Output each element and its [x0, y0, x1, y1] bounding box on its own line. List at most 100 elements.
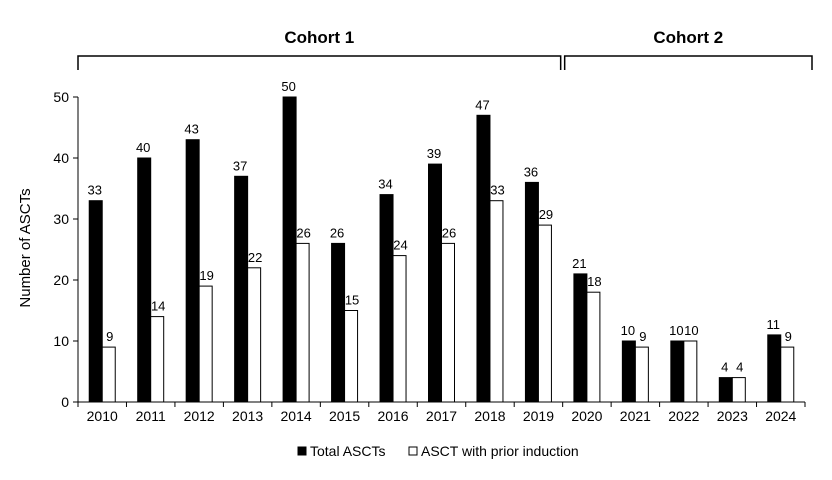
x-tick-label: 2020 [571, 408, 602, 424]
x-tick-label: 2013 [232, 408, 263, 424]
data-label-total-ascts: 10 [621, 323, 635, 338]
legend-label: Total ASCTs [310, 443, 385, 459]
x-tick-label: 2021 [620, 408, 651, 424]
bar-group-2018: 47 33 [475, 97, 505, 403]
x-tick-label: 2018 [474, 408, 505, 424]
bar-total-ascts [331, 242, 346, 403]
data-label-asct-prior-induction: 9 [106, 329, 113, 344]
data-label-total-ascts: 39 [427, 146, 441, 161]
x-tick-label: 2014 [281, 408, 312, 424]
bar-total-ascts [379, 194, 394, 403]
y-tick-label: 50 [53, 89, 69, 105]
bar-group-2021: 10 9 [621, 323, 649, 403]
bar-total-ascts [524, 181, 539, 403]
bar-asct-prior-induction [780, 346, 795, 403]
x-tick-label: 2015 [329, 408, 360, 424]
data-label-total-ascts: 10 [669, 323, 683, 338]
bar-total-ascts [767, 334, 782, 403]
bar-total-ascts [88, 200, 103, 403]
bar-group-2014: 50 26 [281, 79, 311, 403]
bar-group-2011: 40 14 [136, 140, 165, 403]
bar-asct-prior-induction [489, 200, 504, 403]
bracket-line [77, 55, 562, 70]
y-tick-label: 30 [53, 211, 69, 227]
y-tick-label: 20 [53, 272, 69, 288]
cohort-bracket-1: Cohort 1 [77, 28, 562, 70]
data-label-asct-prior-induction: 15 [345, 293, 359, 308]
bar-group-2024: 11 9 [767, 317, 795, 403]
bar-asct-prior-induction [683, 340, 698, 403]
bar-asct-prior-induction [586, 291, 601, 403]
x-tick-label: 2017 [426, 408, 457, 424]
data-label-total-ascts: 36 [524, 164, 538, 179]
legend-swatch [408, 446, 418, 456]
bracket-line [563, 55, 813, 70]
y-tick-label: 40 [53, 150, 69, 166]
x-tick-label: 2010 [87, 408, 118, 424]
data-label-asct-prior-induction: 9 [785, 329, 792, 344]
bar-group-2022: 10 10 [669, 323, 699, 403]
cohort-label: Cohort 2 [653, 28, 723, 47]
bar-total-ascts [718, 377, 733, 403]
data-label-total-ascts: 40 [136, 140, 150, 155]
data-label-total-ascts: 50 [281, 79, 295, 94]
bar-asct-prior-induction [392, 255, 407, 403]
bar-total-ascts [621, 340, 636, 403]
y-axis-label: Number of ASCTs [17, 188, 34, 307]
bar-group-2017: 39 26 [427, 146, 456, 403]
bar-asct-prior-induction [344, 310, 359, 403]
legend: Total ASCTs ASCT with prior induction [297, 443, 579, 459]
x-tick-label: 2022 [668, 408, 699, 424]
data-label-total-ascts: 4 [721, 360, 728, 375]
bar-asct-prior-induction [441, 242, 455, 403]
cohort-brackets: Cohort 1 Cohort 2 [77, 28, 813, 70]
bar-group-2013: 37 22 [233, 158, 262, 403]
bar-asct-prior-induction [150, 316, 165, 403]
bar-asct-prior-induction [634, 346, 649, 403]
bar-asct-prior-induction [198, 285, 213, 403]
data-label-asct-prior-induction: 26 [296, 225, 310, 240]
bar-total-ascts [234, 175, 249, 403]
bars-group: 33 9 40 14 43 19 37 22 50 26 26 15 34 24 39 26 47 33 36 29 2… [87, 79, 795, 403]
y-tick-label: 0 [61, 394, 69, 410]
data-label-asct-prior-induction: 18 [587, 274, 601, 289]
legend-label: ASCT with prior induction [421, 443, 579, 459]
legend-item-total-ascts: Total ASCTs [297, 443, 385, 459]
data-label-asct-prior-induction: 29 [539, 207, 553, 222]
data-label-asct-prior-induction: 14 [151, 299, 165, 314]
y-tick-label: 10 [53, 333, 69, 349]
bar-asct-prior-induction [731, 377, 746, 403]
bar-asct-prior-induction [537, 224, 552, 403]
bar-total-ascts [282, 96, 297, 403]
data-label-asct-prior-induction: 19 [199, 268, 213, 283]
data-label-total-ascts: 47 [475, 97, 489, 112]
bar-asct-prior-induction [295, 242, 310, 403]
data-label-asct-prior-induction: 22 [248, 250, 262, 265]
bar-total-ascts [185, 139, 200, 403]
data-label-total-ascts: 11 [767, 317, 781, 332]
bar-asct-prior-induction [101, 346, 116, 403]
bar-total-ascts [573, 273, 588, 403]
bar-total-ascts [670, 340, 685, 403]
cohort-bracket-2: Cohort 2 [563, 28, 813, 70]
bar-total-ascts [137, 157, 152, 403]
data-label-asct-prior-induction: 24 [393, 238, 407, 253]
data-label-asct-prior-induction: 26 [442, 225, 456, 240]
data-label-asct-prior-induction: 10 [684, 323, 698, 338]
bar-group-2012: 43 19 [184, 122, 214, 403]
legend-item-asct-prior-induction: ASCT with prior induction [408, 443, 579, 459]
y-axis: 0 10 20 30 40 50 [53, 89, 79, 410]
bar-asct-prior-induction [247, 267, 262, 403]
bar-group-2016: 34 24 [378, 177, 408, 403]
x-tick-label: 2012 [184, 408, 215, 424]
data-label-asct-prior-induction: 9 [639, 329, 646, 344]
bar-group-2019: 36 29 [524, 164, 553, 403]
bar-group-2015: 26 15 [330, 225, 359, 403]
x-tick-label: 2023 [717, 408, 748, 424]
x-axis: 2010 2011 2012 2013 2014 2015 2016 2017 2018 2019… [77, 401, 806, 424]
bar-group-2010: 33 9 [87, 183, 116, 403]
data-label-total-ascts: 37 [233, 158, 247, 173]
